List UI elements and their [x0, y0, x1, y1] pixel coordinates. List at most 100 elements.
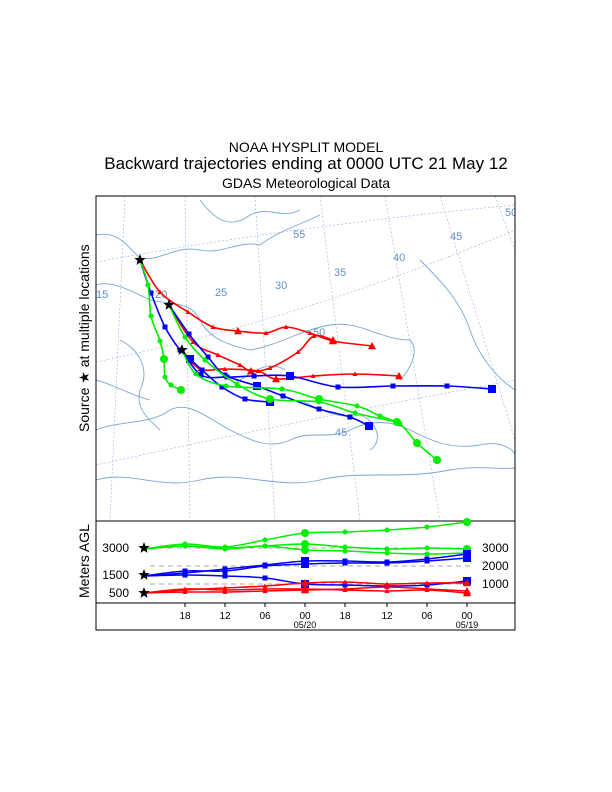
- trajectory-marker: [242, 396, 248, 402]
- trajectory-marker: [263, 330, 269, 335]
- source-star-icon: [134, 254, 146, 265]
- height-marker: [384, 559, 390, 565]
- model-title: NOAA HYSPLIT MODEL: [228, 139, 384, 155]
- trajectory-line: [139, 259, 373, 347]
- trajectory-marker: [199, 367, 205, 373]
- height-marker: [463, 518, 471, 526]
- graticule-line: [384, 196, 441, 521]
- height-marker: [182, 572, 188, 578]
- trajectory-marker: [157, 289, 163, 294]
- trajectory-marker: [145, 282, 151, 288]
- source-star-icon: [138, 569, 150, 580]
- height-marker: [424, 556, 430, 562]
- time-tick-label: 00: [299, 611, 311, 622]
- height-marker: [424, 545, 430, 551]
- height-marker: [222, 573, 228, 579]
- trajectory-marker: [279, 386, 285, 392]
- trajectory-line: [181, 349, 438, 461]
- height-marker: [301, 586, 309, 594]
- trajectory-marker: [202, 357, 208, 363]
- height-marker: [384, 581, 390, 586]
- trajectory-marker: [186, 331, 192, 337]
- height-marker: [463, 579, 471, 587]
- trajectory-marker: [347, 414, 353, 420]
- height-marker: [222, 589, 228, 594]
- trajectory-marker: [397, 421, 403, 427]
- height-marker: [342, 558, 348, 564]
- height-profile-green: [143, 518, 471, 550]
- height-marker: [301, 557, 309, 565]
- height-marker: [301, 546, 309, 554]
- height-marker: [424, 580, 430, 585]
- trajectory-marker: [365, 422, 373, 430]
- time-tick-label: 18: [339, 611, 351, 622]
- trajectory-marker: [234, 327, 242, 335]
- height-marker: [342, 586, 348, 591]
- trajectory-marker: [368, 342, 376, 350]
- height-marker: [301, 579, 309, 587]
- trajectory-marker: [444, 383, 450, 389]
- trajectory-marker: [237, 362, 243, 367]
- height-marker: [463, 587, 471, 595]
- trajectory-marker: [215, 352, 221, 357]
- right-height-tick: 2000: [482, 559, 509, 573]
- trajectory-marker: [160, 355, 168, 363]
- height-marker: [182, 589, 188, 594]
- height-marker: [182, 586, 188, 591]
- longitude-label: 35: [334, 267, 346, 279]
- graticule-line: [494, 196, 515, 251]
- latitude-label: 55: [293, 229, 305, 241]
- height-marker: [424, 551, 430, 557]
- height-marker: [262, 588, 268, 593]
- graticule-line: [319, 196, 361, 521]
- trajectory-marker: [186, 355, 194, 363]
- height-marker: [384, 584, 390, 589]
- plot-title: Backward trajectories ending at 0000 UTC…: [104, 154, 508, 173]
- trajectory-green: [139, 259, 185, 394]
- left-height-tick: 500: [109, 586, 129, 600]
- height-marker: [424, 524, 430, 530]
- longitude-label: 30: [275, 280, 287, 292]
- height-marker: [262, 575, 268, 581]
- coastline: [96, 406, 515, 456]
- trajectory-marker: [280, 393, 286, 399]
- trajectory-marker: [162, 374, 168, 380]
- height-marker: [182, 541, 188, 547]
- height-marker: [262, 562, 268, 568]
- trajectory-marker: [311, 333, 317, 338]
- left-height-tick: 3000: [102, 541, 129, 555]
- time-tick-label: 00: [461, 611, 473, 622]
- coastline: [96, 283, 415, 381]
- height-marker: [262, 583, 268, 588]
- longitude-label: 15: [96, 289, 108, 301]
- trajectory-marker: [352, 371, 358, 376]
- coastline: [419, 259, 515, 391]
- coastline: [119, 339, 161, 431]
- trajectory-marker: [255, 368, 261, 373]
- height-marker: [222, 566, 228, 572]
- height-marker: [384, 588, 390, 593]
- trajectory-marker: [185, 309, 191, 314]
- trajectory-marker: [295, 349, 301, 354]
- source-star-icon: [176, 344, 188, 355]
- longitude-label: 50: [505, 207, 517, 219]
- height-marker: [262, 543, 268, 549]
- longitude-label: 40: [393, 252, 405, 264]
- trajectory-marker: [335, 384, 341, 390]
- trajectory-marker: [316, 406, 322, 412]
- graticule-line: [439, 196, 515, 441]
- trajectory-blue: [168, 304, 373, 430]
- trajectory-marker: [272, 375, 280, 383]
- height-marker: [222, 544, 228, 550]
- trajectory-marker: [148, 313, 154, 319]
- trajectory-marker: [354, 403, 360, 409]
- trajectory-line: [168, 304, 398, 423]
- trajectory-marker: [234, 381, 240, 387]
- trajectory-marker: [157, 338, 163, 344]
- coastline: [96, 467, 515, 484]
- height-marker: [463, 550, 471, 558]
- height-marker: [384, 550, 390, 556]
- data-source: GDAS Meteorological Data: [221, 175, 391, 191]
